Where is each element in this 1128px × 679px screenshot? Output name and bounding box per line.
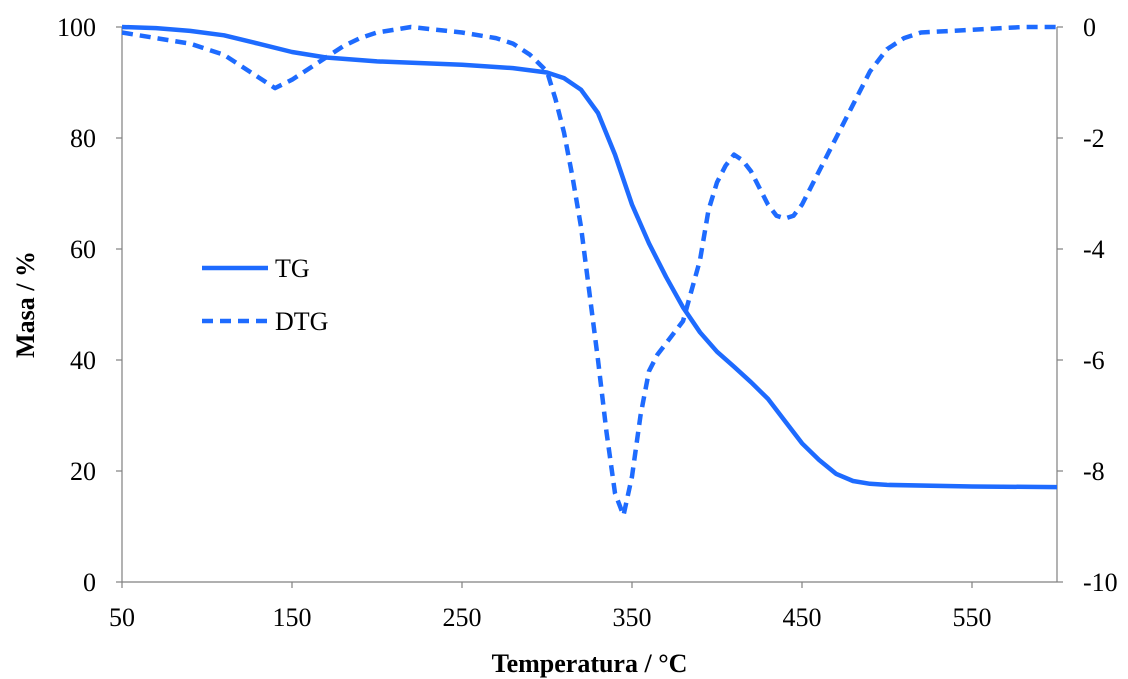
y-tick-label: 40 — [70, 346, 96, 375]
y-tick-label: 20 — [70, 457, 96, 486]
y2-tick-label: 0 — [1083, 13, 1096, 42]
series-layer — [121, 24, 1058, 518]
y-tick-label: 80 — [70, 124, 96, 153]
y-tick-label: 100 — [57, 13, 96, 42]
axes: 0 20 40 60 80 100 -10 -8 -6 -4 -2 0 50 150 250 350 450 55… — [57, 13, 1118, 632]
y-tick-label: 60 — [70, 235, 96, 264]
y-tick-label: 0 — [83, 568, 96, 597]
x-tick-label: 550 — [953, 603, 992, 632]
legend: TG DTG — [202, 254, 328, 336]
legend-label-dtg: DTG — [275, 307, 328, 336]
y-axis-title: Masa / % — [11, 251, 40, 358]
y2-tick-label: -8 — [1083, 457, 1105, 486]
legend-label-tg: TG — [275, 254, 310, 283]
x-tick-label: 150 — [273, 603, 312, 632]
y2-tick-label: -4 — [1083, 235, 1105, 264]
x-tick-label: 50 — [109, 603, 135, 632]
y2-tick-label: -6 — [1083, 346, 1105, 375]
x-tick-label: 350 — [613, 603, 652, 632]
x-axis-title: Temperatura / °C — [492, 649, 688, 678]
y2-tick-label: -10 — [1083, 568, 1118, 597]
y2-tick-label: -2 — [1083, 124, 1105, 153]
series-line-tg — [121, 24, 1058, 490]
series-line-dtg — [121, 24, 1057, 518]
x-tick-label: 450 — [783, 603, 822, 632]
x-tick-label: 250 — [443, 603, 482, 632]
